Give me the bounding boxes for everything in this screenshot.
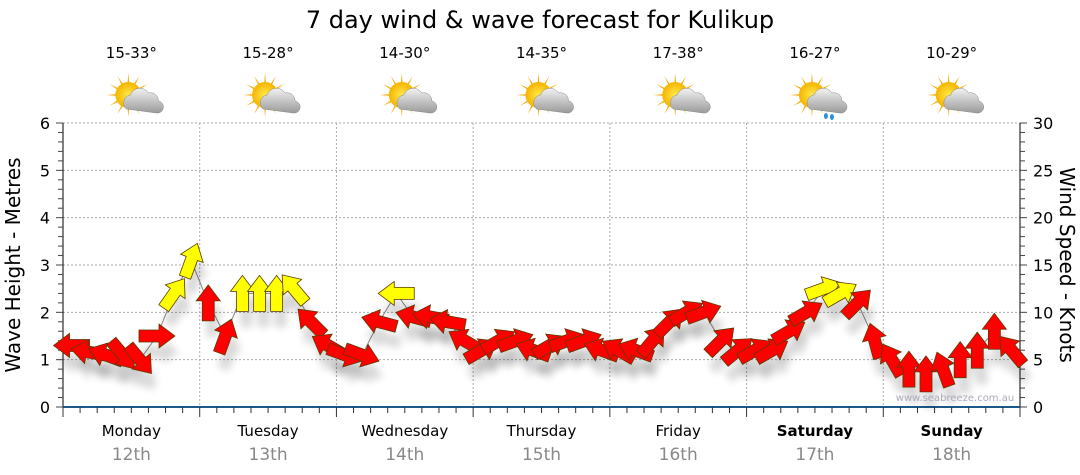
wind-arrow [158,278,186,313]
right-tick-label: 10 [1033,303,1053,322]
day-temp-range: 15-33° [106,44,157,62]
wind-arrow [138,323,176,349]
wind-arrow [787,300,823,328]
day-name-label: Thursday [506,422,577,440]
wind-arrow [123,341,152,374]
right-axis-title: Wind Speed - Knots [1055,167,1079,363]
cloud [260,87,301,114]
wind-arrow [947,340,973,379]
day-date-label: 13th [249,445,288,465]
wind-arrow-shadow [640,342,669,375]
left-tick-label: 4 [40,209,50,228]
day-name-label: Sunday [920,422,983,440]
wind-arrow [361,309,399,334]
day-name-label: Saturday [777,422,854,440]
day-temp-range: 17-38° [653,44,704,62]
day-date-label: 12th [112,445,151,465]
day-name-label: Monday [102,422,161,440]
partly-cloudy-icon [379,73,438,117]
cloud [943,87,984,114]
wind-arrow-shadow [1003,352,1032,384]
wind-arrow [840,289,871,321]
wind-arrow [342,342,380,368]
wind-arrow-shadow [791,316,826,343]
left-tick-label: 3 [40,256,50,275]
wind-arrow-shadow [844,306,875,336]
cloud [670,87,711,114]
right-tick-label: 0 [1033,398,1043,417]
wind-arrow-shadow [688,316,725,341]
left-tick-label: 0 [40,398,50,417]
wind-arrow [377,280,415,307]
wind-arrow [297,308,329,340]
day-name-label: Tuesday [237,422,299,440]
day-date-label: 14th [385,445,424,465]
wind-arrow-shadow [774,335,809,362]
left-tick-label: 5 [40,161,50,180]
wind-arrow-shadow [757,354,792,381]
cloud [123,87,164,114]
wind-arrow [178,242,204,280]
day-temp-range: 14-30° [379,44,430,62]
left-tick-label: 6 [40,114,50,133]
cloud [396,87,438,114]
wind-arrow [195,284,222,322]
wind-arrow [684,299,722,325]
day-date-label: 17th [795,445,834,465]
wind-arrow-shadow [347,359,383,383]
wind-arrow-shadow [142,340,179,364]
day-date-label: 16th [659,445,698,465]
wind-arrow [429,308,467,335]
right-tick-label: 30 [1033,114,1053,133]
cloud [533,87,574,114]
chart-title: 7 day wind & wave forecast for Kulikup [306,6,774,34]
day-temp-range: 16-27° [789,44,840,62]
rain-drop [823,113,828,119]
partly-cloudy-icon [516,73,574,117]
wind-arrow-shadow [162,294,190,328]
wind-arrow [999,335,1029,369]
partly-cloudy-icon [243,73,301,117]
day-temp-range: 14-35° [516,44,567,62]
wind-arrow [213,318,238,356]
day-date-label: 15th [522,445,561,465]
showers-icon [789,73,848,120]
wind-arrow-shadow [92,358,129,383]
watermark: www.seabreeze.com.au [896,393,1014,404]
right-tick-label: 25 [1033,161,1053,180]
wind-arrow [930,351,956,389]
right-tick-label: 20 [1033,209,1053,228]
wind-arrow [964,331,991,369]
day-name-label: Wednesday [361,422,448,440]
day-temp-range: 10-29° [926,44,977,62]
left-axis-title: Wave Height - Metres [1,157,25,372]
wind-arrow [281,274,311,307]
right-tick-label: 5 [1033,351,1043,370]
wind-arrow [913,355,939,393]
left-tick-label: 2 [40,303,50,322]
wind-arrow [896,350,922,388]
day-temp-range: 15-28° [243,44,294,62]
wind-arrow [229,274,256,312]
partly-cloudy-icon [926,73,984,117]
partly-cloudy-icon [653,73,711,117]
wind-arrow [753,338,789,365]
partly-cloudy-icon [106,73,164,117]
right-tick-label: 15 [1033,256,1053,275]
day-name-label: Friday [655,422,701,440]
wind-arrow-shadow [127,358,156,390]
wind-arrow [246,274,273,312]
wind-arrow [770,319,806,347]
rain-drop [829,114,834,120]
wind-arrow [703,327,735,359]
cloud [806,87,848,114]
day-date-label: 18th [932,445,971,465]
left-tick-label: 1 [40,351,50,370]
